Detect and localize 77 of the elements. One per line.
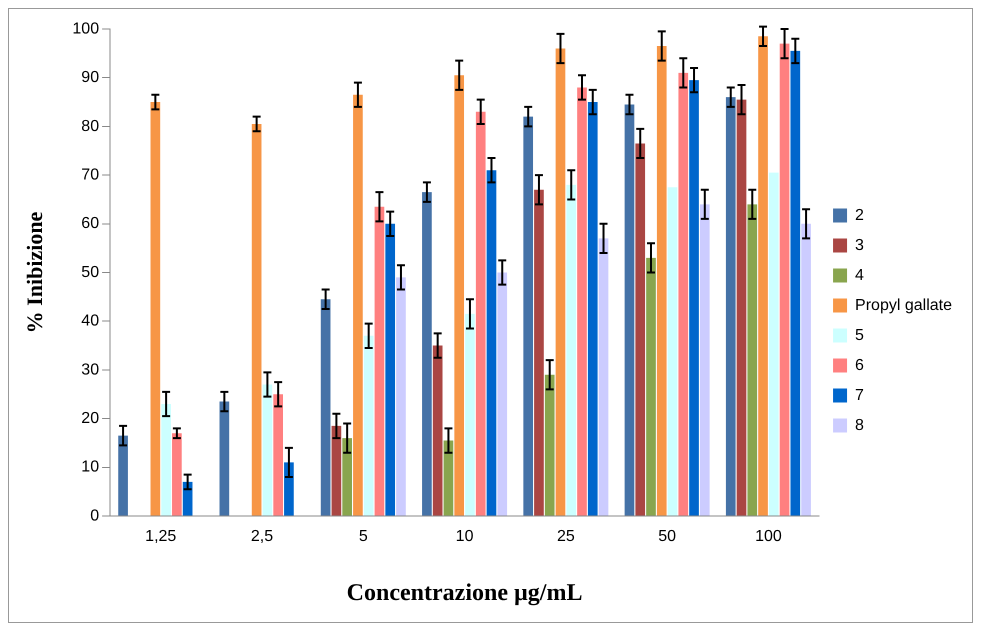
- x-tick-label: 10: [456, 528, 474, 546]
- bar: [768, 172, 779, 516]
- bar: [556, 48, 566, 516]
- bar: [566, 184, 576, 516]
- bar: [385, 224, 396, 516]
- bar: [161, 404, 171, 516]
- y-tick-label: 80: [81, 118, 100, 135]
- legend-label: 5: [855, 326, 864, 344]
- bar: [544, 374, 555, 516]
- bar: [284, 462, 294, 516]
- legend-label: 2: [855, 206, 864, 224]
- x-tick-label: 100: [755, 528, 782, 546]
- bar: [598, 238, 608, 516]
- bar: [497, 272, 508, 516]
- y-tick-label: 50: [81, 264, 100, 281]
- bar: [646, 258, 656, 516]
- bar: [320, 299, 330, 516]
- bar: [444, 440, 454, 516]
- bar: [342, 438, 352, 516]
- bar: [486, 170, 496, 516]
- y-axis-title: % Inibizione: [22, 211, 47, 334]
- bar: [801, 224, 811, 516]
- bar: [273, 394, 283, 516]
- bar: [476, 112, 486, 516]
- legend-label: Propyl gallate: [855, 296, 952, 314]
- bar: [262, 384, 272, 516]
- y-tick-label: 100: [72, 20, 100, 38]
- y-tick-label: 60: [81, 215, 100, 232]
- bar: [422, 192, 432, 516]
- bar: [747, 204, 758, 516]
- bar: [758, 36, 768, 516]
- bar: [118, 436, 128, 516]
- x-tick-label: 5: [358, 528, 368, 546]
- bar: [624, 104, 634, 516]
- bar: [700, 204, 710, 516]
- bar: [736, 100, 746, 516]
- bar: [635, 143, 646, 516]
- x-tick-label: 25: [556, 528, 575, 546]
- bar: [668, 187, 678, 516]
- y-tick-label: 90: [81, 69, 100, 86]
- bar: [790, 50, 800, 516]
- x-tick-label: 1,25: [145, 528, 176, 546]
- bar: [577, 87, 587, 516]
- bar: [523, 116, 534, 516]
- legend-label: 7: [855, 386, 864, 404]
- y-tick-label: 10: [81, 458, 100, 476]
- y-tick-label: 40: [81, 312, 100, 330]
- bar: [364, 336, 374, 516]
- bar: [454, 75, 464, 516]
- bar: [689, 80, 699, 516]
- bar: [534, 190, 544, 516]
- bar: [172, 433, 182, 516]
- bar: [465, 314, 475, 516]
- bar: [396, 277, 406, 516]
- x-tick-label: 2,5: [250, 528, 274, 546]
- bar: [432, 346, 443, 516]
- legend-label: 3: [855, 236, 864, 254]
- x-tick-label: 50: [658, 528, 676, 546]
- y-tick-label: 70: [81, 166, 100, 184]
- bar: [332, 426, 342, 516]
- y-tick-label: 30: [81, 361, 100, 378]
- bar: [353, 94, 363, 516]
- bar: [726, 97, 736, 516]
- bar: [252, 124, 262, 516]
- bar: [678, 72, 688, 516]
- bar: [150, 102, 160, 516]
- bar: [588, 102, 598, 516]
- bar: [220, 402, 230, 516]
- x-axis-title: Concentrazione µg/mL: [346, 580, 582, 606]
- bar: [374, 206, 384, 516]
- y-tick-label: 0: [90, 507, 100, 524]
- bar: [656, 46, 667, 516]
- legend-label: 6: [855, 356, 864, 374]
- legend-label: 4: [855, 266, 864, 284]
- y-tick-label: 20: [81, 410, 100, 428]
- bar: [780, 44, 790, 516]
- legend-label: 8: [855, 416, 864, 434]
